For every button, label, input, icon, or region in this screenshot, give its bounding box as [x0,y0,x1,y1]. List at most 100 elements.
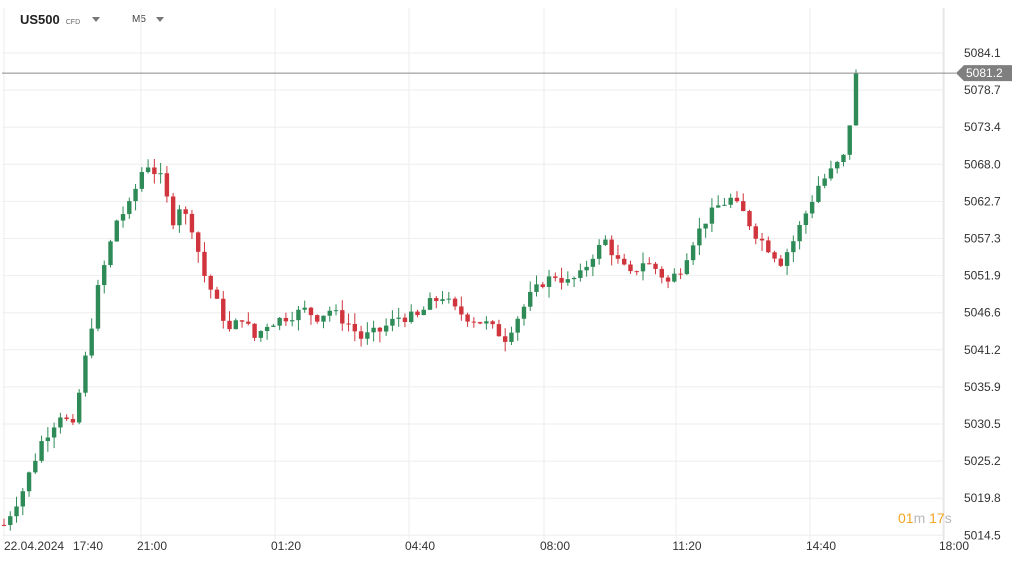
candle-body [697,228,702,246]
candle [302,300,307,313]
candle-body [152,167,157,175]
candle-body [703,223,708,229]
candle [108,239,113,268]
candle [421,306,426,316]
candle [809,195,815,219]
candle [490,320,495,329]
candle [847,125,852,160]
candle [778,254,784,268]
candle-body [289,320,295,322]
candle [346,313,351,332]
candle-body [189,213,195,233]
candle [352,313,358,342]
candle [540,282,545,289]
x-tick-label: 21:00 [137,539,167,553]
candle-body [258,331,264,338]
candle [596,239,602,265]
candle-body [816,185,821,202]
candle-body [315,315,320,322]
candle [590,254,596,277]
candle-body [509,332,514,342]
candle [628,260,633,274]
candle-body [853,73,859,126]
candle-body [603,239,608,246]
candle [365,322,370,345]
candle [822,173,827,189]
candle [321,315,326,329]
timeframe-selector[interactable]: M5 [132,14,164,25]
candle-body [402,317,408,322]
candle [471,317,477,328]
candle [509,326,514,346]
y-tick-label: 5068.0 [964,157,1001,171]
candle-body [70,419,76,423]
candle-body [164,173,170,197]
candle-body [390,318,395,326]
candle [70,414,76,426]
countdown-minutes-unit: m [913,510,926,526]
candle [264,323,270,340]
candle [152,158,157,184]
y-tick-label: 5078.7 [964,83,1001,97]
candle [333,304,339,316]
candle [33,453,38,475]
candle-body [409,311,414,322]
candle [465,312,470,327]
candle [196,231,201,263]
candle [484,316,489,330]
candle [139,167,145,192]
y-tick-label: 5051.9 [964,269,1001,283]
candle [653,262,658,275]
candle-body [590,258,596,267]
countdown-seconds: 17 [929,510,945,526]
candle [741,193,746,212]
candle-body [239,320,245,322]
candle-body [678,273,683,275]
candle-body [553,276,558,278]
candle [747,209,752,230]
y-tick-label: 5019.8 [964,491,1001,505]
candle [26,471,32,497]
candle-body [434,298,439,301]
candle [1,518,7,527]
candle [221,290,226,329]
candle-body [8,516,13,526]
candle [20,488,25,516]
candle-body [221,298,226,321]
candle-body [546,276,552,287]
countdown-seconds-unit: s [944,510,952,526]
candle [797,221,802,250]
candle-body [145,167,151,173]
candle [534,275,539,297]
candle [358,325,364,347]
candle [258,330,264,342]
chevron-down-icon[interactable] [92,17,101,22]
candle-body [365,332,370,339]
candle-body [709,207,715,224]
candle [559,267,564,290]
candle-body [540,284,545,287]
candle-body [484,321,489,324]
candle-body [521,306,527,319]
candle [14,496,19,523]
candle [571,276,577,288]
candle-body [333,310,339,312]
candle-body [158,173,163,175]
candle-body [95,285,101,329]
candle-body [534,284,539,292]
candle-body [672,273,677,282]
chevron-down-icon[interactable] [155,17,164,22]
y-tick-label: 5084.1 [964,46,1001,60]
candle-body [622,258,627,265]
candle [703,223,708,238]
candle-body [766,240,771,253]
candle [183,206,188,225]
candle [371,320,376,342]
candles [1,69,859,531]
candle-body [83,355,88,393]
candle [678,268,683,280]
symbol-selector[interactable]: US500 CFD [20,12,101,27]
candle-body [452,298,458,307]
candle-body [722,204,727,206]
